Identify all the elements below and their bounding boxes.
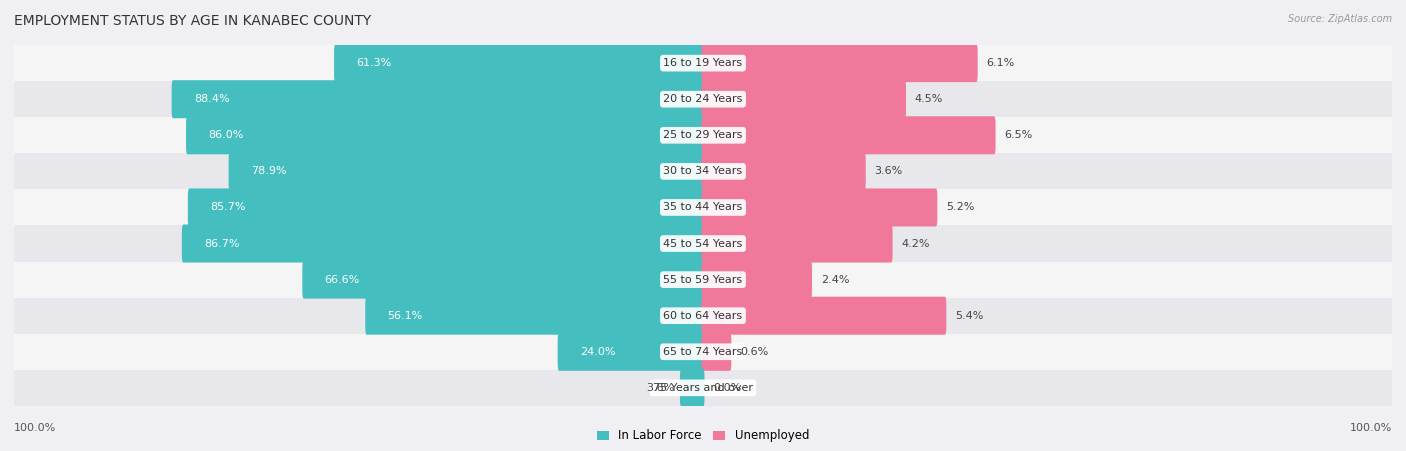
Text: 2.4%: 2.4% <box>821 275 849 285</box>
Text: 86.7%: 86.7% <box>204 239 239 249</box>
Text: 65 to 74 Years: 65 to 74 Years <box>664 347 742 357</box>
Text: 20 to 24 Years: 20 to 24 Years <box>664 94 742 104</box>
FancyBboxPatch shape <box>188 189 704 226</box>
FancyBboxPatch shape <box>702 44 977 82</box>
Bar <box>14 298 1392 334</box>
FancyBboxPatch shape <box>181 225 704 262</box>
Bar <box>14 45 1392 81</box>
FancyBboxPatch shape <box>558 333 704 371</box>
Text: 55 to 59 Years: 55 to 59 Years <box>664 275 742 285</box>
Legend: In Labor Force, Unemployed: In Labor Force, Unemployed <box>592 424 814 447</box>
Text: 88.4%: 88.4% <box>194 94 229 104</box>
Text: 35 to 44 Years: 35 to 44 Years <box>664 202 742 212</box>
Bar <box>14 153 1392 189</box>
Text: 4.2%: 4.2% <box>901 239 929 249</box>
Text: 45 to 54 Years: 45 to 54 Years <box>664 239 742 249</box>
FancyBboxPatch shape <box>172 80 704 118</box>
FancyBboxPatch shape <box>366 297 704 335</box>
FancyBboxPatch shape <box>302 261 704 299</box>
Text: 86.0%: 86.0% <box>208 130 243 140</box>
Text: 4.5%: 4.5% <box>915 94 943 104</box>
Text: 75 Years and over: 75 Years and over <box>652 383 754 393</box>
Text: 100.0%: 100.0% <box>1350 423 1392 433</box>
Text: 3.6%: 3.6% <box>647 383 675 393</box>
FancyBboxPatch shape <box>702 152 866 190</box>
Text: Source: ZipAtlas.com: Source: ZipAtlas.com <box>1288 14 1392 23</box>
Text: 60 to 64 Years: 60 to 64 Years <box>664 311 742 321</box>
Text: 100.0%: 100.0% <box>14 423 56 433</box>
Text: 6.1%: 6.1% <box>987 58 1015 68</box>
Text: 66.6%: 66.6% <box>325 275 360 285</box>
Bar <box>14 117 1392 153</box>
Text: 0.6%: 0.6% <box>740 347 769 357</box>
Text: 5.4%: 5.4% <box>955 311 984 321</box>
Text: EMPLOYMENT STATUS BY AGE IN KANABEC COUNTY: EMPLOYMENT STATUS BY AGE IN KANABEC COUN… <box>14 14 371 28</box>
Text: 56.1%: 56.1% <box>388 311 423 321</box>
Text: 6.5%: 6.5% <box>1004 130 1032 140</box>
FancyBboxPatch shape <box>702 189 938 226</box>
Bar <box>14 81 1392 117</box>
FancyBboxPatch shape <box>335 44 704 82</box>
Bar <box>14 334 1392 370</box>
Bar <box>14 370 1392 406</box>
Bar <box>14 189 1392 226</box>
Text: 30 to 34 Years: 30 to 34 Years <box>664 166 742 176</box>
Bar <box>14 226 1392 262</box>
Text: 85.7%: 85.7% <box>209 202 246 212</box>
Text: 16 to 19 Years: 16 to 19 Years <box>664 58 742 68</box>
FancyBboxPatch shape <box>186 116 704 154</box>
FancyBboxPatch shape <box>702 80 905 118</box>
Text: 0.0%: 0.0% <box>713 383 741 393</box>
FancyBboxPatch shape <box>702 297 946 335</box>
FancyBboxPatch shape <box>702 225 893 262</box>
Text: 25 to 29 Years: 25 to 29 Years <box>664 130 742 140</box>
Text: 5.2%: 5.2% <box>946 202 974 212</box>
Text: 24.0%: 24.0% <box>579 347 616 357</box>
FancyBboxPatch shape <box>681 369 704 407</box>
Bar <box>14 262 1392 298</box>
FancyBboxPatch shape <box>229 152 704 190</box>
Text: 3.6%: 3.6% <box>875 166 903 176</box>
Text: 78.9%: 78.9% <box>250 166 287 176</box>
FancyBboxPatch shape <box>702 333 731 371</box>
FancyBboxPatch shape <box>702 116 995 154</box>
FancyBboxPatch shape <box>702 261 813 299</box>
Text: 61.3%: 61.3% <box>356 58 391 68</box>
